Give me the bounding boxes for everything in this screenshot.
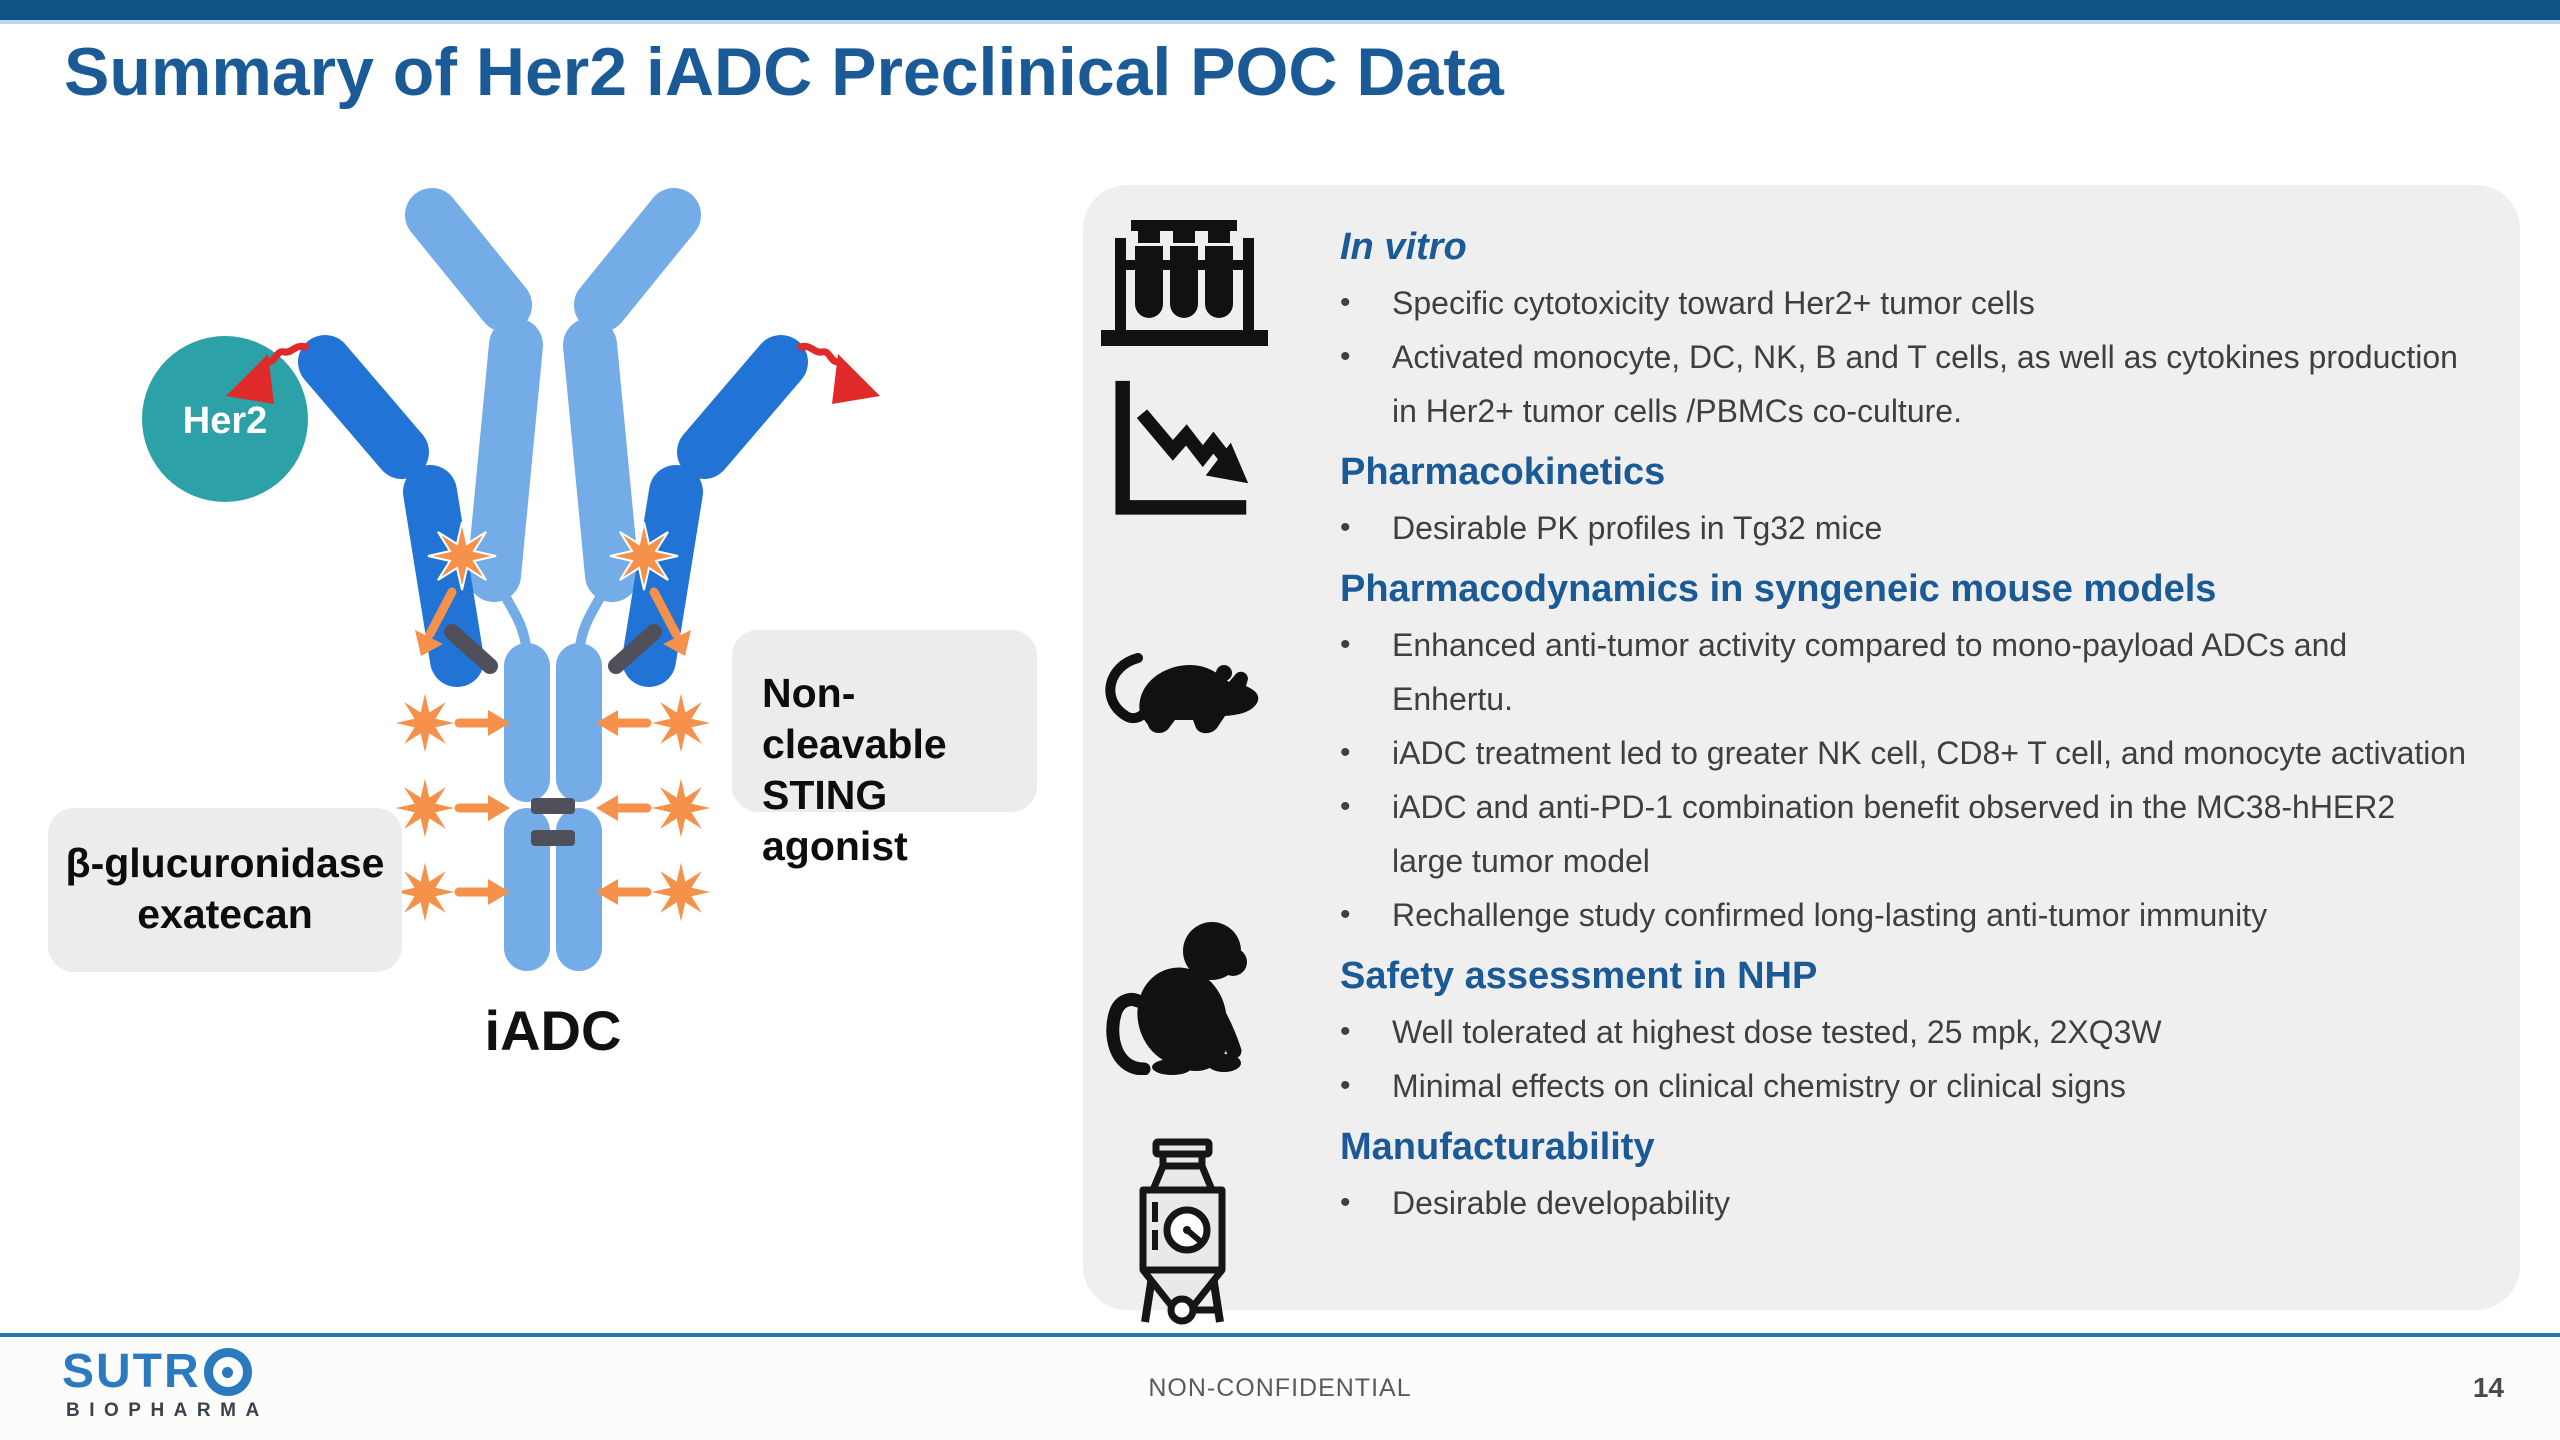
list-item: • Desirable PK profiles in Tg32 mice [1340, 501, 2475, 555]
section-heading: Pharmacokinetics [1340, 451, 1666, 493]
exatecan-label-line1: β-glucuronidase [65, 840, 385, 886]
sutro-biopharma-logo: SUTR BIOPHARMA [62, 1348, 269, 1422]
list-item: • iADC treatment led to greater NK cell,… [1340, 726, 2475, 780]
page-number: 14 [2472, 1372, 2504, 1403]
panel-section-safety: Safety assessment in NHP • Well tolerate… [1340, 947, 2475, 1113]
section-heading: Manufacturability [1340, 1126, 1655, 1168]
bullet-text: Well tolerated at highest dose tested, 2… [1392, 1014, 2162, 1050]
bullet-marker: • [1340, 511, 1351, 544]
top-accent-bar [0, 0, 2560, 24]
section-heading: Pharmacodynamics in syngeneic mouse mode… [1340, 568, 2217, 610]
hinge-links [494, 582, 612, 653]
light-chain-arms [298, 335, 808, 687]
linker-bars [444, 624, 662, 674]
bullet-text: Specific cytotoxicity toward Her2+ tumor… [1392, 285, 2035, 321]
sting-agonist-label-line2: STING agonist [762, 772, 908, 869]
logo-text: SUTR [62, 1345, 201, 1398]
bullet-text: Activated monocyte, DC, NK, B and T cell… [1392, 339, 2458, 429]
exatecan-label: β-glucuronidase exatecan [48, 808, 402, 972]
list-item: • Well tolerated at highest dose tested,… [1340, 1005, 2475, 1059]
exatecan-label-line2: exatecan [137, 891, 313, 937]
bullet-text: Desirable PK profiles in Tg32 mice [1392, 510, 1883, 546]
sting-agonist-label: Non-cleavable STING agonist [732, 630, 1037, 869]
bullet-marker: • [1340, 898, 1351, 931]
mouse-icon [1105, 653, 1259, 734]
logo-wordmark: SUTR [62, 1348, 269, 1396]
iadc-antibody-diagram: Her2 [142, 188, 880, 971]
logo-subtext: BIOPHARMA [66, 1400, 269, 1421]
list-item: • Minimal effects on clinical chemistry … [1340, 1059, 2475, 1113]
bullet-text: iADC treatment led to greater NK cell, C… [1392, 735, 2466, 771]
payload-arrows [425, 587, 681, 897]
footer [0, 1337, 2560, 1440]
panel-section-manufacturability: Manufacturability • Desirable developabi… [1340, 1118, 2475, 1230]
iadc-caption: iADC [484, 999, 622, 1062]
red-payload-left-icon [226, 342, 310, 404]
test-tubes-icon [1101, 220, 1268, 346]
bullet-text: Rechallenge study confirmed long-lasting… [1392, 897, 2268, 933]
bullet-marker: • [1340, 790, 1351, 823]
bullet-marker: • [1340, 736, 1351, 769]
section-heading: In vitro [1340, 226, 1467, 268]
list-item: • Specific cytotoxicity toward Her2+ tum… [1340, 276, 2475, 330]
bullet-marker: • [1340, 340, 1351, 373]
summary-text-column: In vitro • Specific cytotoxicity toward … [1340, 213, 2475, 1230]
panel-section-pharmacokinetics: Pharmacokinetics • Desirable PK profiles… [1340, 443, 2475, 555]
list-item: • Rechallenge study confirmed long-lasti… [1340, 888, 2475, 942]
bullet-text: Enhanced anti-tumor activity compared to… [1392, 627, 2348, 717]
confidentiality-label: NON-CONFIDENTIAL [1148, 1374, 1412, 1402]
bullet-marker: • [1340, 1069, 1351, 1102]
declining-chart-icon [1115, 380, 1249, 515]
page-title: Summary of Her2 iADC Preclinical POC Dat… [64, 34, 1504, 110]
list-item: • Enhanced anti-tumor activity compared … [1340, 618, 2475, 726]
heavy-chain-arms [405, 188, 701, 602]
payload-arrowheads [415, 630, 691, 905]
her2-label: Her2 [183, 400, 268, 442]
list-item: • Activated monocyte, DC, NK, B and T ce… [1340, 330, 2475, 438]
logo-o-icon [203, 1348, 252, 1396]
monkey-icon [1106, 922, 1247, 1075]
panel-section-pharmacodynamics: Pharmacodynamics in syngeneic mouse mode… [1340, 560, 2475, 942]
red-payload-right-icon [796, 342, 880, 404]
bullet-text: iADC and anti-PD-1 combination benefit o… [1392, 789, 2396, 879]
list-item: • iADC and anti-PD-1 combination benefit… [1340, 780, 2475, 888]
footer-divider [0, 1333, 2560, 1337]
bullet-text: Minimal effects on clinical chemistry or… [1392, 1068, 2126, 1104]
sting-agonist-label-line1: Non-cleavable [762, 670, 947, 767]
bullet-marker: • [1340, 628, 1351, 661]
bullet-marker: • [1340, 1186, 1351, 1219]
bioreactor-icon [1139, 1138, 1226, 1325]
disulfide-bars [531, 798, 575, 846]
bullet-text: Desirable developability [1392, 1185, 1730, 1221]
antibody-stem [504, 643, 602, 971]
bullet-marker: • [1340, 1015, 1351, 1048]
panel-section-in-vitro: In vitro • Specific cytotoxicity toward … [1340, 218, 2475, 438]
list-item: • Desirable developability [1340, 1176, 2475, 1230]
her2-receptor-icon: Her2 [142, 336, 308, 502]
section-heading: Safety assessment in NHP [1340, 955, 1818, 997]
bullet-marker: • [1340, 286, 1351, 319]
summary-panel [1083, 185, 2520, 1310]
